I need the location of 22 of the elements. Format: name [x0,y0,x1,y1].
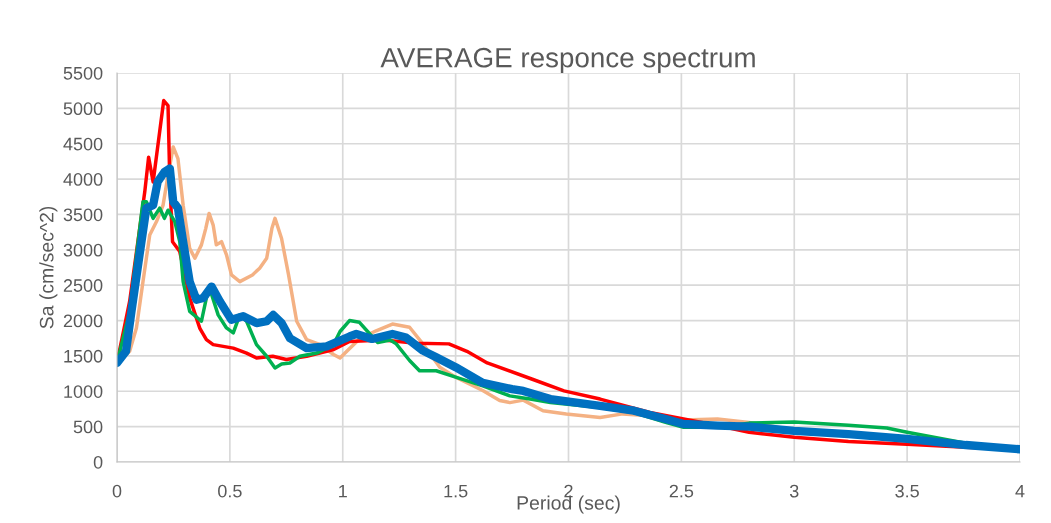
y-tick-label: 2000 [63,314,103,328]
y-tick-label: 4000 [63,173,103,186]
x-tick-label: 0 [112,484,122,498]
y-axis-title: Sa (cm/sec^2) [39,206,58,329]
y-tick-label: 3500 [63,208,103,222]
y-tick-label: 5000 [63,102,103,116]
y-tick-label: 1500 [64,349,103,363]
x-tick-label: 4 [1015,484,1025,498]
y-tick-label: 4500 [63,137,103,151]
y-tick-label: 3000 [63,243,103,257]
chart-title: AVERAGE responce spectrum [380,47,755,73]
x-tick-label: 2.5 [669,484,694,498]
y-tick-label: 500 [73,420,103,434]
x-tick-label: 1 [339,484,347,498]
x-tick-label: 1.5 [444,484,468,498]
y-tick-label: 0 [93,455,103,469]
x-tick-label: 3.5 [895,484,919,498]
y-tick-label: 2500 [63,279,103,292]
x-tick-label: 3 [789,484,799,498]
x-tick-label: 0.5 [218,484,242,498]
y-tick-label: 1000 [64,385,103,398]
y-tick-label: 5500 [63,66,103,80]
